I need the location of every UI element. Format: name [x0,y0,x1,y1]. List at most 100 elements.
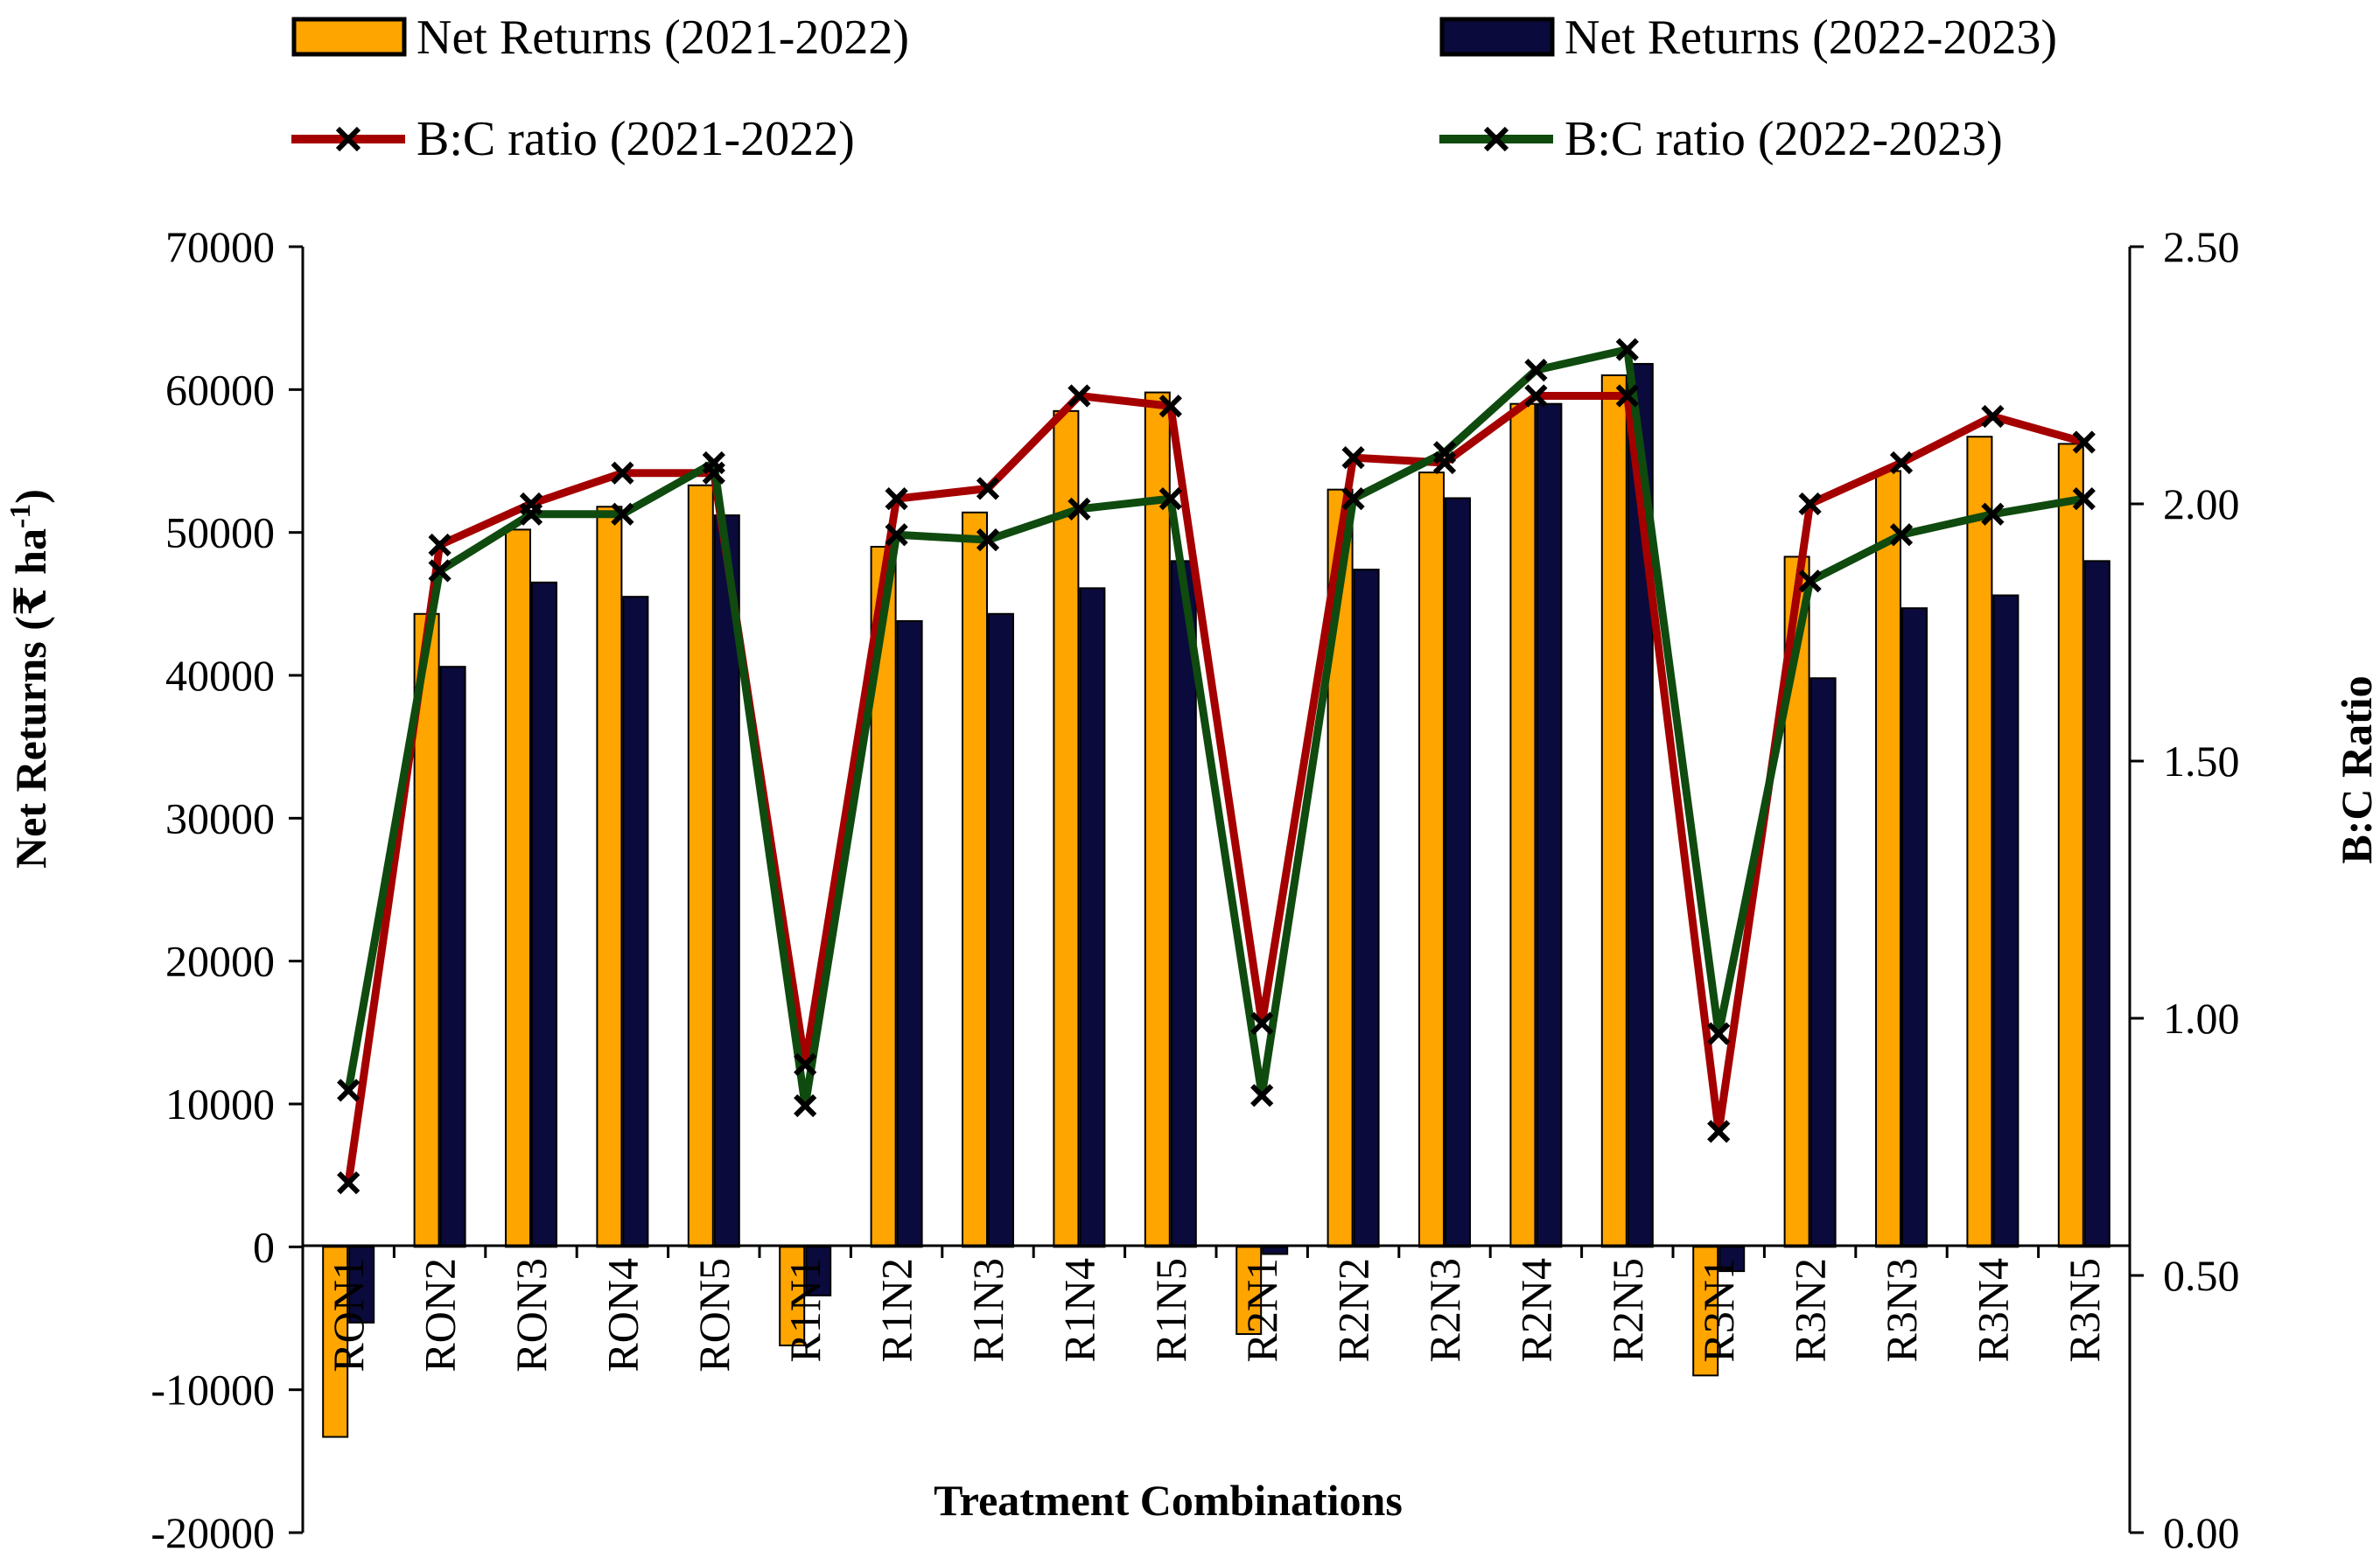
y-axis-right-title: B:C Ratio [2332,675,2380,863]
bar-series1-r3n3 [1875,470,1901,1248]
y-right-tick-label: 1.50 [2163,737,2240,786]
bar-series2-ron3 [531,581,557,1248]
bar-series1-ron2 [413,612,440,1248]
y-left-tick-label: 0 [253,1222,275,1271]
marker-series2-r3n2 [1798,569,1822,593]
bar-series1-r1n3 [962,511,988,1248]
y-left-tick-label: 30000 [165,793,275,842]
marker-series2-r1n1 [794,1093,817,1118]
marker-series2-r2n4 [1524,358,1548,382]
marker-series2-r3n4 [1981,502,2005,526]
marker-series2-r1n3 [976,528,1000,552]
bar-series2-r2n2 [1353,569,1380,1248]
marker-series2-ron5 [702,451,725,475]
marker-series1-ron2 [428,533,452,557]
y-right-tick-label: 2.50 [2163,222,2240,271]
bar-series2-r3n2 [1810,677,1837,1248]
marker-series2-r2n3 [1432,441,1457,465]
bar-series2-r3n5 [2083,560,2110,1248]
legend-swatch-net-returns-2021 [291,17,407,57]
bar-series1-r3n4 [1966,436,1993,1248]
y-right-tick-label: 0.00 [2163,1508,2240,1557]
y-right-tick-label: 1.00 [2163,994,2240,1043]
legend-label-bc-ratio-2021: B:C ratio (2021-2022) [416,112,855,166]
marker-series2-r3n3 [1889,523,1914,547]
legend: Net Returns (2021-2022) Net Returns (202… [291,10,2057,166]
x-tick-label-ron4: RON4 [598,1258,647,1373]
x-tick-label-r1n2: R1N2 [872,1258,921,1362]
x-tick-label-r3n3: R3N3 [1877,1258,1926,1362]
bar-series1-r1n5 [1144,391,1171,1248]
y-axis-left-title-main: Net Returns (₹ ha [6,528,55,869]
marker-series1-r1n1 [794,1052,817,1077]
x-tick-label-r3n1: R3N1 [1694,1258,1743,1362]
marker-series1-ron1 [337,1171,360,1195]
marker-series1-r2n2 [1341,445,1365,470]
bar-series2-r3n4 [1992,594,2020,1248]
x-tick-label-ron1: RON1 [324,1258,373,1373]
marker-series2-r1n5 [1158,486,1182,511]
bar-series2-r1n2 [896,619,923,1248]
legend-label-net-returns-2021: Net Returns (2021-2022) [416,10,909,65]
legend-marker-bc-ratio-2021 [335,126,361,152]
x-tick-label-r1n4: R1N4 [1054,1258,1103,1362]
marker-series2-r1n2 [885,523,908,547]
bar-series2-r1n4 [1079,587,1106,1248]
x-tick-label-ron2: RON2 [416,1258,465,1373]
legend-label-bc-ratio-2022: B:C ratio (2022-2023) [1564,112,2003,166]
y-left-tick-label: -20000 [150,1508,275,1557]
y-left-tick-label: -10000 [150,1366,275,1415]
bar-series2-r3n3 [1901,607,1928,1248]
bar-series1-r1n4 [1053,409,1080,1248]
x-tick-label-r2n3: R2N3 [1420,1258,1469,1362]
bar-series2-r1n1 [805,1246,832,1296]
x-tick-label-r2n1: R2N1 [1237,1258,1286,1362]
marker-series2-r2n2 [1341,486,1365,511]
y-axis-left-title: Net Returns (₹ ha-1) [4,489,55,869]
x-tick-label-r2n2: R2N2 [1329,1258,1378,1362]
x-axis-title: Treatment Combinations [934,1476,1403,1525]
marker-series1-r3n4 [1981,404,2005,429]
marker-series1-r3n2 [1798,492,1822,516]
marker-series2-r1n4 [1068,497,1091,521]
bar-series2-ron2 [439,666,466,1248]
x-tick-label-ron3: RON3 [507,1258,556,1373]
x-tick-label-ron5: RON5 [690,1258,738,1373]
y-left-tick-label: 50000 [165,508,275,557]
bar-series1-r2n5 [1600,374,1628,1248]
x-tick-label-r3n4: R3N4 [1968,1258,2017,1362]
x-tick-label-r1n5: R1N5 [1146,1258,1195,1362]
marker-series1-r2n5 [1615,384,1639,408]
marker-series2-ron1 [337,1079,360,1102]
marker-series1-r2n1 [1250,1011,1274,1036]
line-series2 [344,346,2089,1110]
bar-series1-r2n1 [1236,1246,1263,1335]
marker-series2-ron4 [611,502,634,526]
x-tick-label-r1n1: R1N1 [780,1258,830,1362]
y-left-tick-label: 10000 [165,1079,275,1128]
marker-series1-ron4 [611,461,634,485]
x-tick-label-r1n3: R1N3 [963,1258,1012,1362]
marker-series1-r2n4 [1524,384,1548,408]
marker-series1-r3n3 [1889,451,1914,475]
x-tick-label-r3n2: R3N2 [1786,1258,1835,1362]
y-axis-left-title-close: ) [6,489,55,504]
bar-series2-r2n1 [1262,1246,1289,1255]
y-left-tick-label: 40000 [165,651,275,700]
bar-series1-r2n3 [1418,472,1445,1248]
marker-series1-r3n5 [2072,430,2096,454]
marker-series2-r3n1 [1707,1022,1731,1045]
y-left-tick-label: 70000 [165,222,275,271]
marker-series1-r3n1 [1707,1120,1731,1143]
marker-series1-r1n4 [1068,384,1091,408]
bar-series1-ron5 [687,484,714,1248]
line-series1 [344,392,2089,1187]
x-tick-label-r2n5: R2N5 [1603,1258,1652,1362]
legend-item-bc-ratio-2021: B:C ratio (2021-2022) [291,112,855,166]
marker-series1-r1n2 [885,486,908,511]
legend-marker-bc-ratio-2022 [1483,126,1509,152]
bar-series2-r2n4 [1536,402,1563,1248]
y-axis-left-title-sup: -1 [4,504,37,528]
legend-swatch-net-returns-2022 [1439,17,1555,57]
